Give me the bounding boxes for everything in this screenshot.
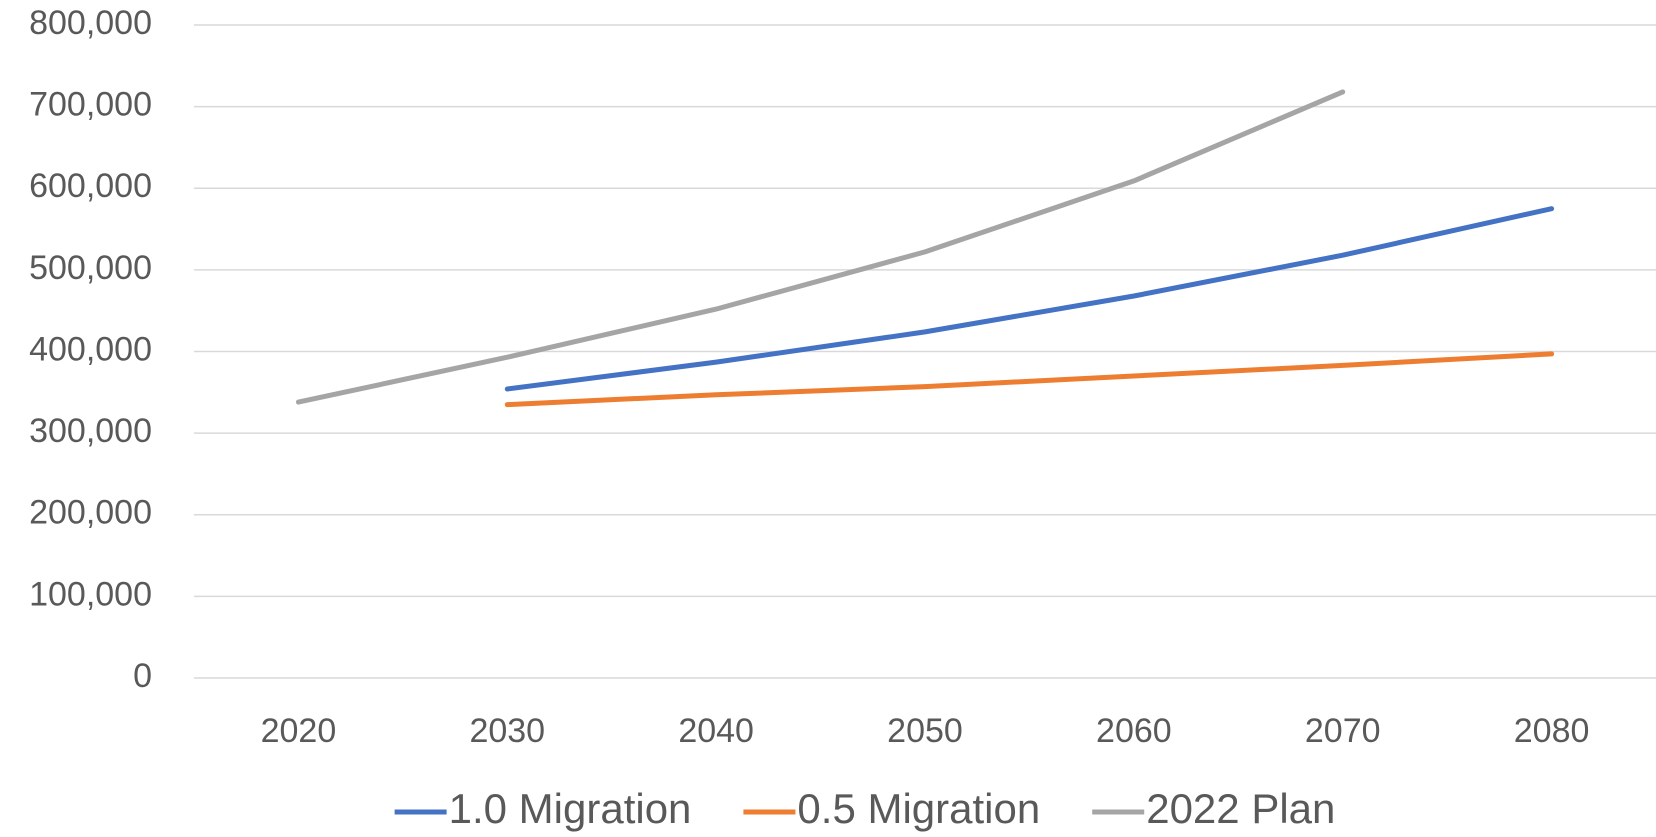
y-tick-label: 400,000 <box>29 330 152 368</box>
y-tick-label: 0 <box>133 657 152 695</box>
x-tick-label: 2050 <box>887 712 963 750</box>
legend-label: 2022 Plan <box>1146 785 1335 832</box>
series-line <box>504 351 1555 408</box>
y-tick-label: 100,000 <box>29 575 152 613</box>
x-tick-label: 2040 <box>678 712 754 750</box>
legend-label: 0.5 Migration <box>797 785 1040 832</box>
y-tick-label: 500,000 <box>29 249 152 287</box>
y-tick-label: 800,000 <box>29 4 152 42</box>
series-line <box>504 206 1555 392</box>
y-tick-label: 200,000 <box>29 494 152 532</box>
y-tick-label: 600,000 <box>29 167 152 205</box>
series-line <box>295 89 1346 405</box>
y-tick-label: 700,000 <box>29 86 152 124</box>
y-tick-label: 300,000 <box>29 412 152 450</box>
legend: 1.0 Migration 0.5 Migration 2022 Plan <box>394 785 1335 832</box>
x-tick-label: 2070 <box>1305 712 1381 750</box>
x-tick-label: 2020 <box>261 712 337 750</box>
legend-label: 1.0 Migration <box>449 785 692 832</box>
x-tick-label: 2060 <box>1096 712 1172 750</box>
x-tick-label: 2030 <box>469 712 545 750</box>
x-tick-label: 2080 <box>1514 712 1590 750</box>
